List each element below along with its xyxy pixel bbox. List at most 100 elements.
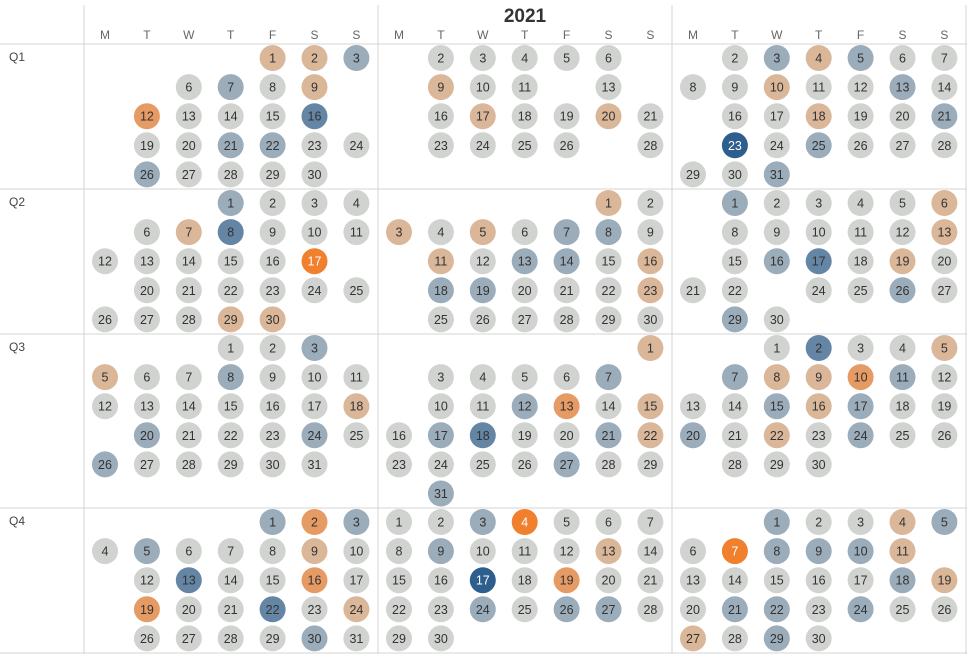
day-dot	[763, 625, 790, 652]
day-dot	[217, 596, 244, 623]
day-dot	[553, 567, 580, 594]
day-dot	[637, 422, 664, 449]
day-label: 20	[182, 139, 196, 153]
day-dot	[175, 277, 202, 304]
day-dot	[301, 132, 328, 159]
day-label: 21	[643, 574, 657, 588]
day-dot	[805, 277, 832, 304]
day-label: 11	[854, 226, 867, 240]
day-label: 20	[686, 603, 700, 617]
day-dot	[511, 74, 538, 101]
day-dot	[133, 538, 160, 565]
day-label: 6	[563, 371, 570, 385]
day-label: 14	[224, 574, 238, 588]
day-dot	[217, 335, 244, 361]
day-label: 19	[937, 400, 951, 414]
day-dot	[637, 277, 664, 304]
day-label: 15	[266, 574, 280, 588]
day-dot	[889, 190, 916, 216]
day-label: 12	[560, 545, 574, 559]
day-label: 17	[308, 400, 322, 414]
day-label: 10	[854, 371, 868, 385]
day-dot	[721, 538, 748, 565]
day-label: 7	[731, 371, 738, 385]
day-dot	[931, 509, 958, 535]
day-dot	[595, 538, 622, 565]
day-dot	[847, 219, 874, 246]
day-label: 24	[308, 429, 322, 443]
day-label: 25	[518, 603, 532, 617]
day-dot	[217, 277, 244, 304]
day-dot	[763, 132, 790, 159]
weekday-label: M	[394, 28, 404, 42]
day-label: 22	[602, 284, 616, 298]
day-label: 17	[854, 400, 868, 414]
day-dot	[386, 567, 412, 594]
day-label: 17	[770, 110, 784, 124]
day-dot	[175, 132, 202, 159]
day-label: 29	[728, 313, 742, 327]
day-dot	[721, 132, 748, 159]
day-label: 19	[937, 574, 951, 588]
day-dot	[847, 335, 874, 361]
day-dot	[847, 103, 874, 130]
day-dot	[175, 74, 202, 101]
day-dot	[217, 538, 244, 565]
day-label: 25	[434, 313, 448, 327]
day-dot	[427, 306, 454, 333]
day-dot	[511, 451, 538, 478]
day-label: 17	[854, 574, 868, 588]
day-dot	[427, 596, 454, 623]
day-label: 2	[269, 342, 276, 356]
day-label: 18	[854, 255, 868, 269]
day-label: 23	[812, 603, 826, 617]
day-dot	[259, 422, 286, 449]
day-dot	[595, 219, 622, 246]
day-dot	[763, 103, 790, 130]
day-label: 13	[182, 574, 196, 588]
day-label: 22	[392, 603, 406, 617]
day-label: 13	[518, 255, 532, 269]
day-label: 26	[937, 429, 951, 443]
day-label: 16	[266, 255, 280, 269]
day-label: 8	[396, 545, 403, 559]
day-dot	[637, 132, 664, 159]
day-label: 7	[563, 226, 570, 240]
day-label: 31	[308, 458, 322, 472]
day-label: 27	[182, 632, 196, 646]
day-dot	[595, 306, 622, 333]
day-label: 10	[812, 226, 826, 240]
day-dot	[175, 364, 202, 391]
day-label: 5	[857, 52, 864, 66]
day-label: 7	[731, 545, 738, 559]
day-label: 20	[182, 603, 196, 617]
day-dot	[847, 596, 874, 623]
day-dot	[469, 596, 496, 623]
day-dot	[763, 219, 790, 246]
day-dot	[259, 103, 286, 130]
day-label: 10	[770, 81, 784, 95]
day-dot	[763, 190, 790, 216]
day-dot	[847, 538, 874, 565]
day-label: 19	[140, 139, 154, 153]
day-dot	[259, 306, 286, 333]
quarter-label: Q3	[9, 340, 25, 354]
day-label: 3	[857, 516, 864, 530]
day-label: 9	[311, 545, 318, 559]
day-label: 31	[770, 168, 784, 182]
day-label: 21	[560, 284, 574, 298]
day-label: 21	[728, 429, 742, 443]
day-label: 23	[392, 458, 406, 472]
day-dot	[427, 103, 454, 130]
day-dot	[637, 538, 664, 565]
day-label: 20	[140, 429, 154, 443]
day-dot	[721, 567, 748, 594]
day-dot	[889, 74, 916, 101]
day-dot	[301, 103, 328, 130]
day-dot	[511, 567, 538, 594]
day-label: 12	[140, 574, 154, 588]
day-dot	[847, 364, 874, 391]
day-label: 25	[854, 284, 868, 298]
day-label: 30	[308, 632, 322, 646]
day-label: 24	[349, 603, 363, 617]
